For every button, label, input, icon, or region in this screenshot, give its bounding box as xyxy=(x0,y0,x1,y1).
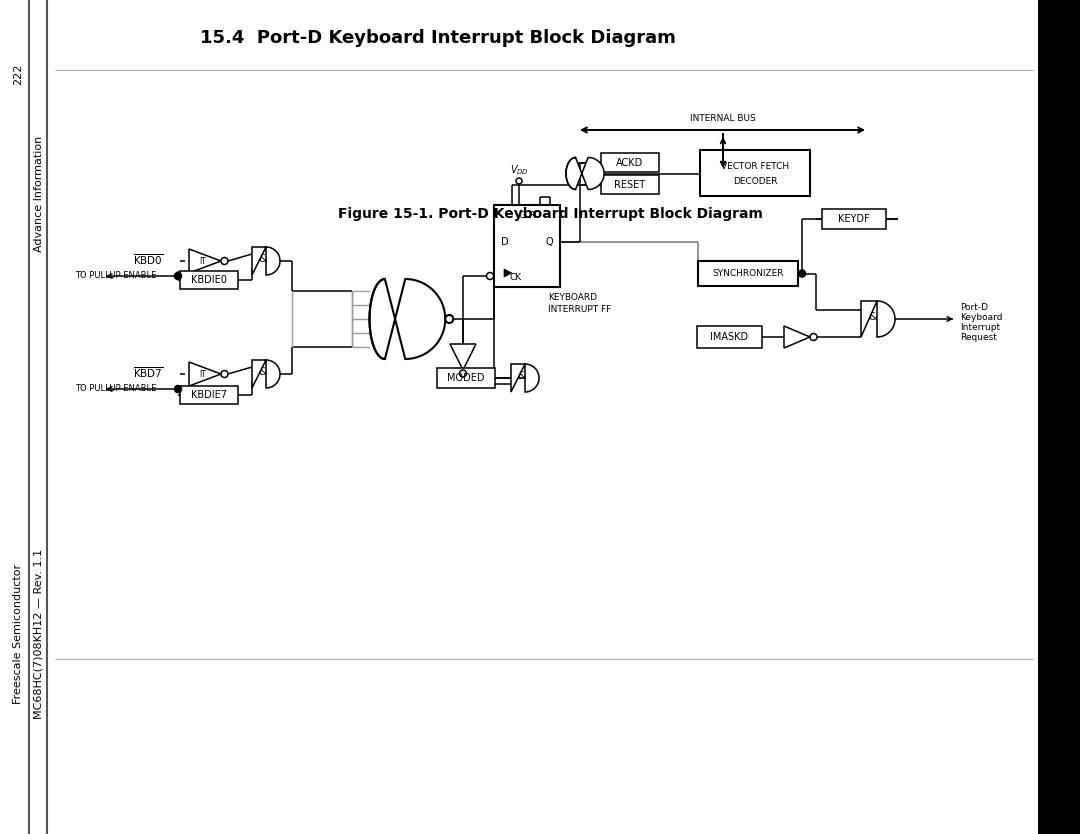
Text: KEYDF: KEYDF xyxy=(838,214,869,224)
Text: $\overline{\rm KBD7}$: $\overline{\rm KBD7}$ xyxy=(133,365,163,380)
Text: Port-D: Port-D xyxy=(960,303,988,312)
Text: INTERRUPT FF: INTERRUPT FF xyxy=(548,304,611,314)
Bar xyxy=(437,368,495,388)
Polygon shape xyxy=(504,269,512,277)
Text: KBDIE7: KBDIE7 xyxy=(191,390,227,400)
Bar xyxy=(698,261,798,286)
Text: TO PULLUP ENABLE: TO PULLUP ENABLE xyxy=(75,270,157,279)
Bar xyxy=(1038,0,1080,834)
Text: IT: IT xyxy=(200,257,206,265)
Text: CK: CK xyxy=(510,273,522,282)
Polygon shape xyxy=(189,249,221,273)
Text: Q: Q xyxy=(545,237,553,247)
Text: Interrupt: Interrupt xyxy=(960,323,1000,331)
Text: Figure 15-1. Port-D Keyboard Interrupt Block Diagram: Figure 15-1. Port-D Keyboard Interrupt B… xyxy=(338,207,762,221)
Text: $\overline{\rm KBD0}$: $\overline{\rm KBD0}$ xyxy=(133,253,163,268)
Polygon shape xyxy=(566,158,604,189)
Text: SYNCHRONIZER: SYNCHRONIZER xyxy=(712,269,784,278)
Text: KEYBOARD: KEYBOARD xyxy=(548,293,597,302)
Text: MODED: MODED xyxy=(447,373,485,383)
Bar xyxy=(697,326,762,348)
Text: ACKD: ACKD xyxy=(617,158,644,168)
Polygon shape xyxy=(450,344,476,370)
Polygon shape xyxy=(252,247,280,275)
Text: INTERNAL BUS: INTERNAL BUS xyxy=(690,113,755,123)
Text: IT: IT xyxy=(200,369,206,379)
Polygon shape xyxy=(252,360,280,388)
Text: VECTOR FETCH: VECTOR FETCH xyxy=(721,162,789,171)
Text: &: & xyxy=(517,371,526,381)
Text: Freescale Semiconductor: Freescale Semiconductor xyxy=(13,564,23,704)
Text: Advance Information: Advance Information xyxy=(33,136,44,252)
Polygon shape xyxy=(861,301,895,337)
Circle shape xyxy=(221,370,228,378)
Circle shape xyxy=(486,273,494,279)
Polygon shape xyxy=(189,362,221,386)
Bar xyxy=(180,271,238,289)
Polygon shape xyxy=(511,364,539,392)
Circle shape xyxy=(798,270,806,277)
Circle shape xyxy=(516,178,522,184)
Text: DECODER: DECODER xyxy=(732,177,778,186)
Circle shape xyxy=(459,370,467,377)
Circle shape xyxy=(445,315,454,323)
Circle shape xyxy=(175,385,181,393)
Circle shape xyxy=(221,258,228,264)
Text: Keyboard: Keyboard xyxy=(960,313,1002,321)
Text: &: & xyxy=(258,367,268,377)
Text: $V_{DD}$: $V_{DD}$ xyxy=(510,163,528,177)
Text: D: D xyxy=(501,237,509,247)
Text: Request: Request xyxy=(960,333,997,341)
Text: &: & xyxy=(258,254,268,264)
Circle shape xyxy=(175,273,181,279)
Bar xyxy=(180,386,238,404)
Bar xyxy=(494,205,561,287)
Text: KBDIE0: KBDIE0 xyxy=(191,275,227,285)
Text: RESET: RESET xyxy=(615,179,646,189)
Polygon shape xyxy=(784,326,810,348)
Polygon shape xyxy=(369,279,445,359)
Circle shape xyxy=(810,334,816,340)
Bar xyxy=(700,150,810,196)
Bar xyxy=(600,153,659,172)
Text: 222: 222 xyxy=(13,63,23,85)
Bar xyxy=(600,175,659,194)
Text: &: & xyxy=(868,312,877,322)
Text: IMASKD: IMASKD xyxy=(711,332,748,342)
Text: TO PULLUP ENABLE: TO PULLUP ENABLE xyxy=(75,384,157,393)
Text: CLR: CLR xyxy=(518,210,536,219)
Text: MC68HC(7)08KH12 — Rev. 1.1: MC68HC(7)08KH12 — Rev. 1.1 xyxy=(33,549,44,719)
Bar xyxy=(822,209,886,229)
Text: 15.4  Port-D Keyboard Interrupt Block Diagram: 15.4 Port-D Keyboard Interrupt Block Dia… xyxy=(200,29,676,47)
